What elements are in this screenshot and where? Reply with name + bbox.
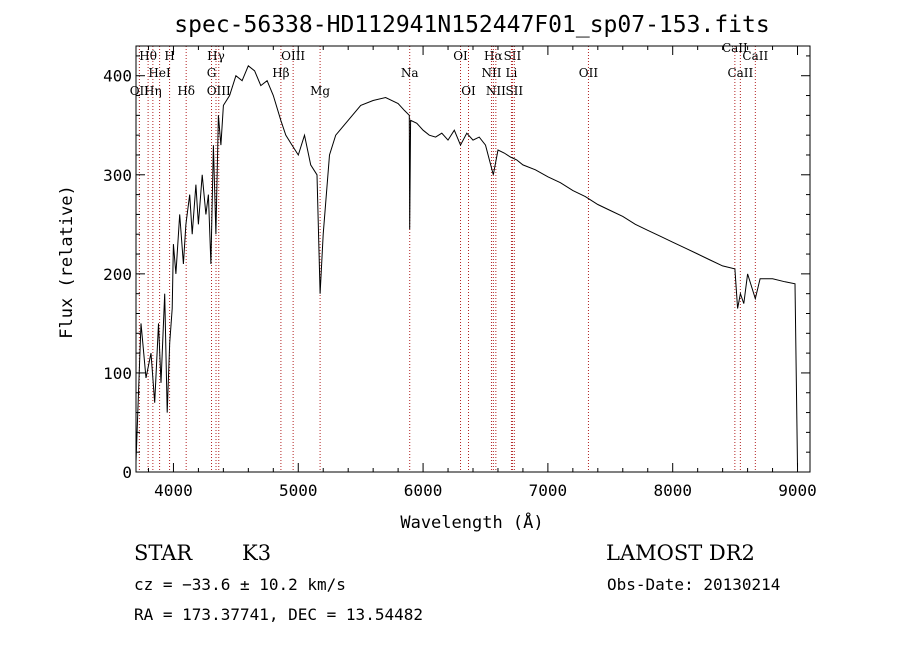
marker-label: OII	[130, 84, 150, 98]
x-tick-label: 6000	[404, 481, 443, 500]
redshift-text: cz = −33.6 ± 10.2 km/s	[134, 575, 346, 594]
y-axis: 0 100 200 300 400	[103, 55, 810, 482]
marker-label: OI	[461, 84, 476, 98]
marker-label: SII	[505, 84, 523, 98]
y-tick-label: 300	[103, 166, 132, 185]
marker-label: CaII	[742, 49, 768, 63]
marker-label: H	[164, 49, 174, 63]
marker-label: Na	[401, 66, 419, 80]
marker-label: CaII	[727, 66, 753, 80]
marker-label: OIII	[281, 49, 305, 63]
marker-label: Hγ	[207, 49, 225, 63]
object-subclass: K3	[242, 541, 271, 565]
marker-label: Hη	[144, 84, 162, 98]
marker-label: Li	[506, 66, 518, 80]
x-tick-label: 4000	[154, 481, 193, 500]
y-tick-label: 0	[122, 463, 132, 482]
x-tick-label: 5000	[279, 481, 318, 500]
x-tick-label: 8000	[653, 481, 692, 500]
x-axis-label: Wavelength (Å)	[400, 511, 543, 533]
y-tick-label: 100	[103, 364, 132, 383]
x-tick-label: 9000	[778, 481, 817, 500]
marker-label: Mg	[310, 84, 330, 98]
chart-title: spec-56338-HD112941N152447F01_sp07-153.f…	[174, 12, 769, 38]
marker-label: SII	[504, 49, 522, 63]
x-tick-label: 7000	[529, 481, 568, 500]
obs-date: Obs-Date: 20130214	[607, 575, 780, 594]
marker-label: NII	[486, 84, 506, 98]
marker-label: OIII	[207, 84, 231, 98]
marker-label: Hδ	[177, 84, 195, 98]
marker-label: OI	[453, 49, 468, 63]
object-class: STAR	[134, 541, 193, 565]
y-tick-label: 200	[103, 265, 132, 284]
x-axis: 4000 5000 6000 7000 8000 9000	[147, 46, 817, 500]
spectrum-line	[135, 64, 798, 468]
y-axis-label: Flux (relative)	[57, 185, 77, 339]
marker-label: CaII	[722, 41, 748, 55]
coordinates: RA = 173.37741, DEC = 13.54482	[134, 605, 423, 624]
y-tick-label: 400	[103, 67, 132, 86]
marker-label: OII	[579, 66, 599, 80]
marker-label: Hα	[484, 49, 503, 63]
marker-label: Hβ	[272, 66, 289, 80]
survey-name: LAMOST DR2	[606, 541, 755, 565]
marker-label: HeI	[148, 66, 171, 80]
marker-label: G	[207, 66, 217, 80]
marker-label: NII	[481, 66, 501, 80]
marker-label: Hθ	[139, 49, 157, 63]
